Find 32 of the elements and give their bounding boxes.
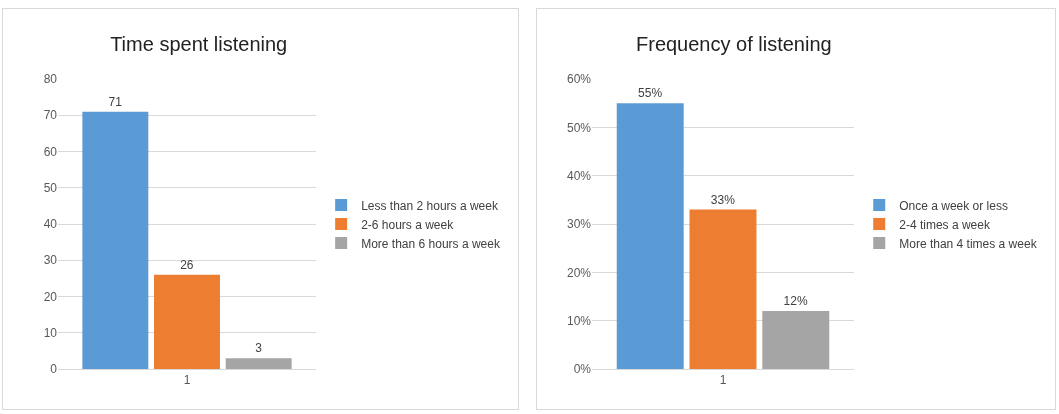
- legend-label: More than 6 hours a week: [361, 236, 501, 251]
- y-tick-label: 30: [43, 253, 58, 268]
- chart-title: Frequency of listening: [636, 33, 832, 55]
- x-tick-label: 1: [719, 373, 727, 388]
- y-tick-label: 20%: [566, 265, 592, 280]
- y-tick-label: 80: [43, 72, 58, 87]
- y-tick-label: 40%: [566, 168, 592, 183]
- x-tick-label: 1: [183, 373, 191, 388]
- y-tick-label: 10%: [566, 313, 592, 328]
- y-tick-label: 50%: [566, 120, 592, 135]
- data-label: 55%: [638, 86, 663, 101]
- data-label: 26: [180, 257, 194, 272]
- y-tick-label: 50: [43, 180, 58, 195]
- legend-label: 2-6 hours a week: [361, 217, 455, 232]
- y-tick-label: 60%: [566, 72, 592, 87]
- y-tick-label: 30%: [566, 217, 592, 232]
- y-tick-label: 10: [43, 325, 58, 340]
- data-label: 33%: [710, 192, 736, 207]
- data-label: 3: [255, 341, 263, 356]
- data-label: 12%: [783, 294, 808, 308]
- legend-label: Once a week or less: [899, 198, 1008, 213]
- y-tick-label: 0: [50, 362, 58, 377]
- legend-label: More than 4 times a week: [899, 236, 1038, 251]
- y-tick-label: 40: [43, 217, 58, 232]
- data-label: 71: [108, 94, 123, 109]
- legend-label: 2-4 times a week: [899, 217, 991, 232]
- legend-label: Less than 2 hours a week: [361, 198, 499, 213]
- y-tick-label: 0%: [573, 362, 592, 377]
- y-tick-label: 60: [43, 144, 58, 159]
- chart-title: Time spent listening: [110, 33, 288, 55]
- y-tick-label: 20: [43, 289, 58, 304]
- y-tick-label: 70: [43, 108, 58, 123]
